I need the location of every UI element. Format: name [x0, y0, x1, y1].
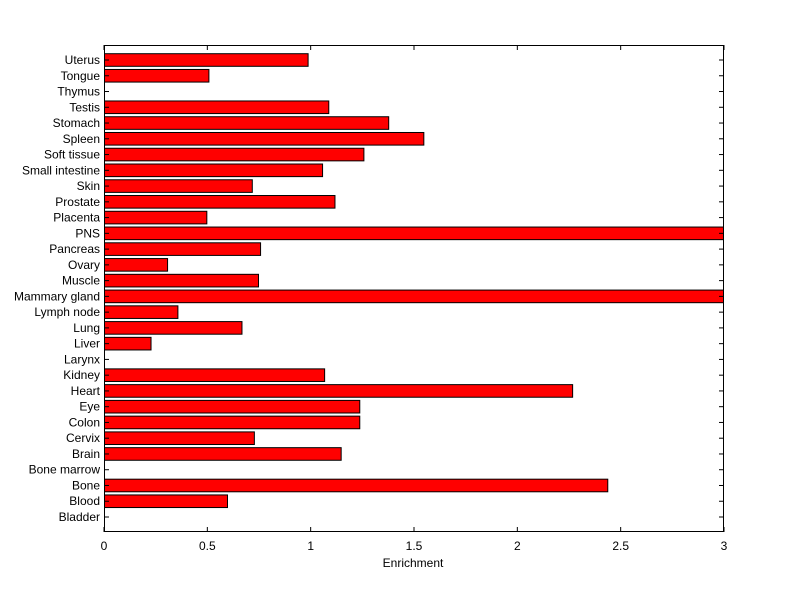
category-label-uterus: Uterus — [65, 53, 100, 67]
category-label-bone: Bone — [72, 478, 100, 492]
bar-testis — [104, 100, 330, 115]
bar-skin — [104, 179, 253, 193]
bar-lung — [104, 321, 243, 335]
category-label-blood: Blood — [69, 494, 100, 508]
bar-eye — [104, 399, 361, 414]
category-label-heart: Heart — [71, 384, 101, 398]
category-label-placenta: Placenta — [53, 211, 100, 225]
bar-pns — [104, 226, 724, 241]
category-label-pancreas: Pancreas — [49, 242, 100, 256]
category-label-bone-marrow: Bone marrow — [29, 463, 101, 477]
category-label-kidney: Kidney — [63, 368, 100, 382]
bar-soft-tissue — [104, 147, 365, 162]
x-tick-label-3: 3 — [721, 539, 728, 553]
bar-uterus — [104, 53, 309, 67]
bar-tongue — [104, 68, 210, 83]
bar-muscle — [104, 273, 259, 288]
bar-placenta — [104, 210, 208, 225]
x-tick-labels-group: 0 0.5 1 1.5 2 2.5 3 — [101, 539, 728, 553]
x-tick-label-2-5: 2.5 — [612, 539, 629, 553]
bar-prostate — [104, 195, 336, 209]
category-label-eye: Eye — [79, 400, 100, 414]
x-tick-label-1: 1 — [307, 539, 314, 553]
category-label-skin: Skin — [77, 179, 100, 193]
category-label-prostate: Prostate — [55, 195, 100, 209]
x-tick-label-0: 0 — [101, 539, 108, 553]
bar-brain — [104, 447, 342, 461]
category-label-tongue: Tongue — [61, 69, 101, 83]
category-label-ovary: Ovary — [68, 258, 100, 272]
plot-frame — [104, 45, 724, 532]
category-label-lung: Lung — [73, 321, 100, 335]
category-label-testis: Testis — [69, 100, 100, 114]
category-label-lymph-node: Lymph node — [34, 305, 100, 319]
bar-spleen — [104, 131, 425, 146]
category-label-brain: Brain — [72, 447, 100, 461]
bar-colon — [104, 415, 361, 430]
bar-lymph-node — [104, 305, 179, 319]
bar-blood — [104, 494, 228, 509]
bar-ovary — [104, 258, 169, 272]
category-label-soft-tissue: Soft tissue — [44, 148, 100, 162]
category-label-small-intestine: Small intestine — [22, 163, 100, 177]
category-label-mammary-gland: Mammary gland — [14, 289, 100, 303]
category-label-thymus: Thymus — [57, 85, 100, 99]
category-label-colon: Colon — [69, 415, 100, 429]
x-tick-label-1-5: 1.5 — [406, 539, 423, 553]
category-label-larynx: Larynx — [64, 352, 100, 366]
bar-small-intestine — [104, 163, 324, 178]
category-label-bladder: Bladder — [59, 510, 100, 524]
bar-bone — [104, 478, 609, 493]
category-label-liver: Liver — [74, 337, 100, 351]
bar-liver — [104, 336, 152, 351]
bar-heart — [104, 384, 574, 398]
bar-pancreas — [104, 242, 262, 256]
x-tick-label-0-5: 0.5 — [199, 539, 216, 553]
category-label-spleen: Spleen — [63, 132, 100, 146]
bar-mammary-gland — [104, 289, 724, 304]
category-label-cervix: Cervix — [66, 431, 100, 445]
category-label-pns: PNS — [75, 226, 100, 240]
x-tick-label-2: 2 — [514, 539, 521, 553]
category-label-stomach: Stomach — [53, 116, 100, 130]
bar-cervix — [104, 431, 255, 446]
bar-kidney — [104, 368, 326, 382]
bar-stomach — [104, 116, 390, 130]
x-axis-label: Enrichment — [383, 556, 444, 570]
category-label-muscle: Muscle — [62, 274, 100, 288]
